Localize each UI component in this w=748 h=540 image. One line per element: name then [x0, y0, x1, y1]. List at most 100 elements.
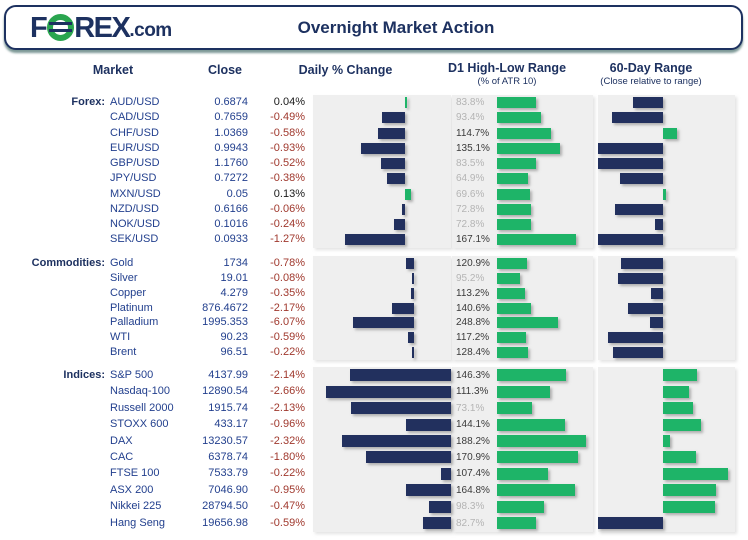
d1-atr-label: 128.4%: [456, 347, 490, 359]
daily-pct-value: -0.38%: [270, 172, 305, 185]
range60-bar: [651, 287, 663, 299]
logo-o-icon: [47, 14, 75, 41]
d1-atr-label: 73.1%: [456, 402, 485, 414]
d1-range-bar: [497, 402, 532, 415]
column-header-60day-range: 60-Day Range (Close relative to range): [571, 61, 731, 87]
forex-logo: F REX.com: [30, 13, 172, 43]
d1-atr-label: 64.9%: [456, 173, 485, 185]
close-value: 0.0933: [214, 233, 248, 246]
column-header-60day-range-sub: (Close relative to range): [600, 76, 702, 87]
d1-range-bar: [497, 112, 541, 124]
range60-bar: [620, 173, 663, 185]
close-value: 1734: [223, 256, 248, 269]
daily-change-bar: [406, 257, 414, 269]
range60-bar: [598, 517, 663, 530]
d1-atr-label: 72.8%: [456, 203, 485, 215]
d1-atr-label: 113.2%: [456, 287, 490, 299]
d1-range-bar: [497, 484, 576, 497]
d1-atr-label: 167.1%: [456, 234, 490, 246]
daily-change-bar: [350, 369, 451, 382]
daily-change-panel: [313, 256, 451, 361]
group-label: Commodities:: [31, 256, 105, 269]
d1-range-bar: [497, 418, 566, 431]
daily-pct-value: -0.96%: [270, 418, 305, 431]
column-header-d1-range: D1 High-Low Range (% of ATR 10): [427, 61, 587, 87]
daily-pct-value: -2.13%: [270, 401, 305, 414]
range60-bar: [607, 332, 663, 344]
d1-range-bar: [497, 257, 527, 269]
market-name: S&P 500: [110, 368, 154, 381]
d1-atr-label: 164.8%: [456, 484, 490, 496]
d1-range-bar: [497, 234, 576, 246]
d1-range-bar: [497, 272, 521, 284]
column-header-d1-range-sub: (% of ATR 10): [477, 76, 537, 87]
close-value: 6378.74: [208, 450, 248, 463]
daily-pct-value: -2.17%: [270, 301, 305, 314]
daily-change-bar: [341, 435, 451, 448]
column-header-close: Close: [207, 63, 243, 77]
daily-pct-value: -0.93%: [270, 141, 305, 154]
close-value: 28794.50: [202, 500, 248, 513]
close-value: 1.0369: [214, 126, 248, 139]
d1-range-bar: [497, 369, 567, 382]
daily-pct-value: 0.04%: [273, 96, 305, 109]
daily-change-bar: [377, 127, 405, 139]
daily-change-bar: [412, 272, 414, 284]
daily-change-bar: [423, 517, 451, 530]
close-value: 4137.99: [208, 368, 248, 381]
daily-change-bar: [406, 484, 451, 497]
daily-change-bar: [393, 219, 405, 231]
daily-pct-value: -0.08%: [270, 271, 305, 284]
market-name: Nasdaq-100: [110, 385, 170, 398]
market-name: CHF/USD: [110, 126, 159, 139]
daily-change-bar: [428, 500, 451, 513]
range60-bar: [663, 484, 717, 497]
range60-bar: [663, 451, 697, 464]
range60-bar: [598, 234, 663, 246]
logo-o-bar: [49, 29, 73, 32]
market-name: Silver: [110, 271, 138, 284]
close-value: 433.17: [214, 418, 248, 431]
daily-pct-value: -0.22%: [270, 467, 305, 480]
close-value: 90.23: [220, 331, 248, 344]
market-name: Nikkei 225: [110, 500, 162, 513]
daily-pct-value: -0.52%: [270, 157, 305, 170]
d1-atr-label: 120.9%: [456, 257, 490, 269]
market-name: JPY/USD: [110, 172, 157, 185]
logo-text-rex: REX: [74, 12, 131, 44]
close-value: 0.7659: [214, 111, 248, 124]
d1-range-bar: [497, 317, 558, 329]
range60-bar: [614, 203, 663, 215]
d1-atr-label: 69.6%: [456, 188, 485, 200]
d1-range-bar: [497, 97, 537, 109]
close-value: 96.51: [220, 346, 248, 359]
close-value: 876.4672: [202, 301, 248, 314]
d1-atr-label: 72.8%: [456, 219, 485, 231]
close-value: 4.279: [220, 286, 248, 299]
range60-bar: [612, 112, 663, 124]
daily-change-bar: [350, 402, 451, 415]
daily-change-bar: [402, 203, 405, 215]
daily-pct-value: -0.58%: [270, 126, 305, 139]
d1-atr-label: 140.6%: [456, 302, 490, 314]
range60-bar: [663, 385, 689, 398]
close-value: 1.1760: [214, 157, 248, 170]
range60-bar: [663, 402, 693, 415]
daily-pct-value: -2.66%: [270, 385, 305, 398]
daily-change-bar: [381, 112, 405, 124]
daily-pct-value: -0.22%: [270, 346, 305, 359]
logo-o-bar: [49, 22, 73, 25]
range60-panel: [598, 256, 735, 361]
market-name: CAD/USD: [110, 111, 160, 124]
page-title: Overnight Market Action: [297, 18, 495, 37]
d1-range-bar: [497, 302, 532, 314]
daily-pct-value: -0.47%: [270, 500, 305, 513]
d1-range-bar: [497, 142, 561, 154]
daily-change-bar: [387, 173, 405, 185]
group-label: Indices:: [63, 368, 105, 381]
range60-bar: [663, 127, 678, 139]
d1-range-bar: [497, 332, 526, 344]
market-name: MXN/USD: [110, 187, 161, 200]
market-name: CAC: [110, 450, 134, 463]
